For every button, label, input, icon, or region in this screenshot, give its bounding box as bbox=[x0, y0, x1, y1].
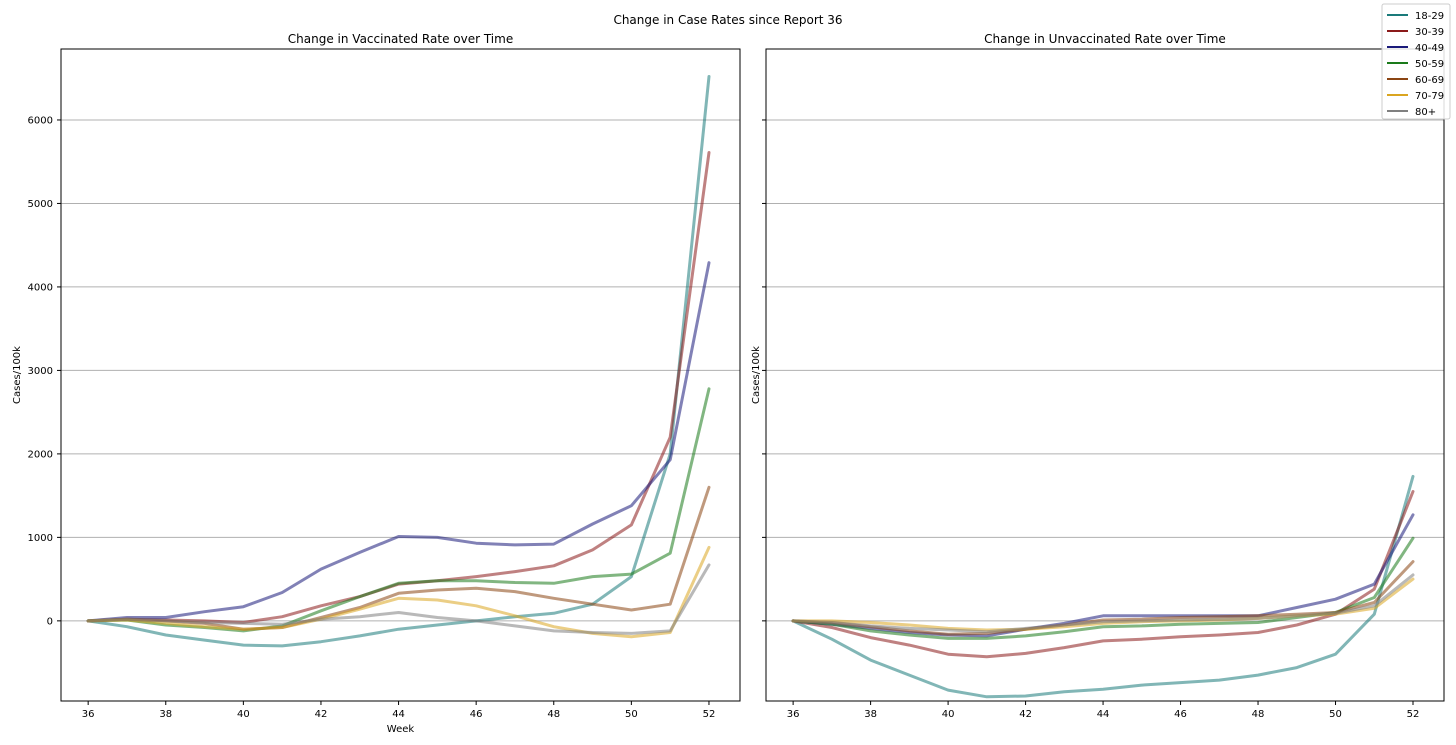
unvaccinated-line-80 bbox=[791, 573, 1415, 634]
vaccinated-y-axis-label: Cases/100k bbox=[12, 346, 23, 404]
unvaccinated-line-30-39 bbox=[791, 490, 1415, 659]
vaccinated-x-tick-44: 44 bbox=[392, 709, 405, 720]
vaccinated-x-tick-50: 50 bbox=[625, 709, 638, 720]
figure-title: Change in Case Rates since Report 36 bbox=[613, 13, 842, 27]
legend-label-60-69: 60-69 bbox=[1415, 75, 1444, 86]
unvaccinated-x-tick-36: 36 bbox=[787, 709, 800, 720]
unvaccinated-series-lines bbox=[791, 474, 1415, 699]
unvaccinated-x-tick-48: 48 bbox=[1252, 709, 1265, 720]
vaccinated-rate-panel: 36 38 40 42 44 46 48 50 52 0 1000 2000 3000 4000 5000 6… bbox=[12, 32, 741, 735]
vaccinated-x-axis-label: Week bbox=[387, 724, 415, 735]
vaccinated-y-tick-2000: 2000 bbox=[28, 449, 53, 460]
unvaccinated-gridlines bbox=[766, 119, 1444, 622]
vaccinated-x-tick-52: 52 bbox=[703, 709, 716, 720]
vaccinated-panel-title: Change in Vaccinated Rate over Time bbox=[288, 32, 513, 46]
legend-label-40-49: 40-49 bbox=[1415, 43, 1444, 54]
legend: 18-29 30-39 40-49 50-59 60-69 70-79 80+ bbox=[1381, 3, 1451, 120]
unvaccinated-rate-panel: 36 38 40 42 44 46 48 50 52 Change in Unvaccinate… bbox=[751, 32, 1445, 720]
legend-label-70-79: 70-79 bbox=[1415, 91, 1444, 102]
vaccinated-x-tick-40: 40 bbox=[237, 709, 250, 720]
vaccinated-axis-ticks: 36 38 40 42 44 46 48 50 52 0 1000 2000 3000 4000 5000 6… bbox=[28, 115, 716, 720]
legend-items: 18-29 30-39 40-49 50-59 60-69 70-79 80+ bbox=[1387, 11, 1444, 118]
unvaccinated-x-tick-38: 38 bbox=[864, 709, 877, 720]
vaccinated-series-lines bbox=[86, 75, 711, 648]
unvaccinated-line-18-29 bbox=[791, 474, 1415, 699]
vaccinated-x-tick-42: 42 bbox=[315, 709, 328, 720]
unvaccinated-x-tick-44: 44 bbox=[1097, 709, 1110, 720]
vaccinated-line-70-79 bbox=[86, 545, 711, 639]
unvaccinated-panel-title: Change in Unvaccinated Rate over Time bbox=[984, 32, 1226, 46]
legend-label-50-59: 50-59 bbox=[1415, 59, 1444, 70]
vaccinated-x-tick-48: 48 bbox=[547, 709, 560, 720]
vaccinated-y-tick-1000: 1000 bbox=[28, 533, 53, 544]
unvaccinated-x-tick-42: 42 bbox=[1019, 709, 1032, 720]
vaccinated-y-tick-3000: 3000 bbox=[28, 366, 53, 377]
vaccinated-y-tick-6000: 6000 bbox=[28, 115, 53, 126]
unvaccinated-line-40-49 bbox=[791, 513, 1415, 638]
vaccinated-y-tick-5000: 5000 bbox=[28, 199, 53, 210]
vaccinated-x-tick-46: 46 bbox=[470, 709, 483, 720]
unvaccinated-plot-frame bbox=[765, 48, 1445, 702]
legend-box bbox=[1381, 3, 1451, 120]
vaccinated-x-tick-36: 36 bbox=[82, 709, 95, 720]
vaccinated-line-18-29 bbox=[86, 75, 711, 648]
legend-label-30-39: 30-39 bbox=[1415, 27, 1444, 38]
vaccinated-y-tick-4000: 4000 bbox=[28, 282, 53, 293]
unvaccinated-x-tick-40: 40 bbox=[942, 709, 955, 720]
legend-label-80: 80+ bbox=[1415, 107, 1436, 118]
vaccinated-y-tick-0: 0 bbox=[47, 616, 53, 627]
unvaccinated-x-tick-52: 52 bbox=[1407, 709, 1420, 720]
unvaccinated-x-tick-50: 50 bbox=[1329, 709, 1342, 720]
unvaccinated-x-tick-46: 46 bbox=[1174, 709, 1187, 720]
vaccinated-line-80 bbox=[86, 563, 711, 635]
vaccinated-line-30-39 bbox=[86, 151, 711, 624]
unvaccinated-y-axis-label: Cases/100k bbox=[751, 346, 762, 404]
vaccinated-gridlines bbox=[61, 119, 740, 622]
vaccinated-x-tick-38: 38 bbox=[159, 709, 172, 720]
vaccinated-line-40-49 bbox=[86, 261, 711, 623]
vaccinated-line-60-69 bbox=[86, 485, 711, 631]
legend-label-18-29: 18-29 bbox=[1415, 11, 1444, 22]
unvaccinated-axis-ticks: 36 38 40 42 44 46 48 50 52 bbox=[762, 119, 1420, 720]
vaccinated-plot-frame bbox=[60, 48, 741, 702]
